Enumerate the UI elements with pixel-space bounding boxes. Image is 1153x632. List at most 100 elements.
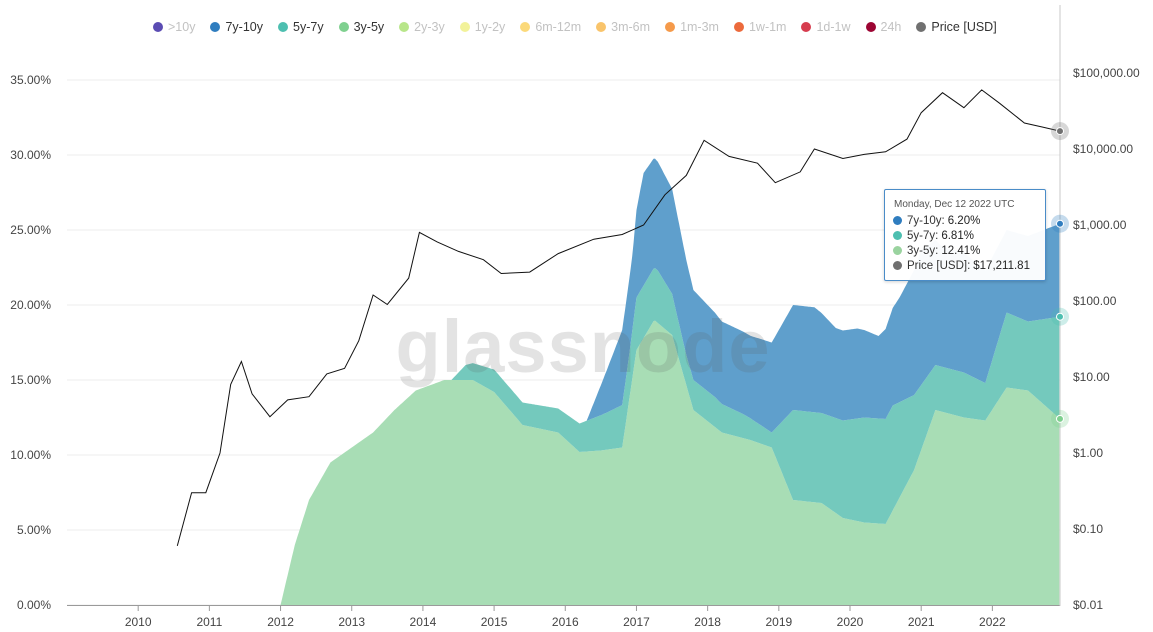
tooltip: Monday, Dec 12 2022 UTC 7y-10y: 6.20% 5y-7… xyxy=(884,189,1046,281)
y-right-tick-label: $0.10 xyxy=(1073,522,1103,536)
x-tick-label: 2012 xyxy=(267,615,294,629)
x-tick-label: 2013 xyxy=(338,615,365,629)
stacked-areas xyxy=(273,158,1060,605)
x-tick-label: 2022 xyxy=(979,615,1006,629)
legend: >10y 7y-10y 5y-7y 3y-5y 2y-3y 1y-2y 6m-12m 3m-6… xyxy=(153,17,1012,37)
legend-label: >10y xyxy=(168,20,196,34)
legend-item[interactable]: 1m-3m xyxy=(665,20,719,34)
tooltip-row: 5y-7y: 6.81% xyxy=(893,228,1045,243)
price-line xyxy=(176,89,1061,547)
y-left-tick-label: 30.00% xyxy=(10,148,51,162)
legend-label: 3m-6m xyxy=(611,20,651,34)
legend-item[interactable]: 1d-1w xyxy=(801,20,851,34)
legend-dot xyxy=(916,22,927,32)
tooltip-value: 12.41% xyxy=(941,244,981,257)
legend-dot xyxy=(278,22,288,32)
tooltip-label: Price [USD]: xyxy=(907,259,971,272)
tooltip-label: 7y-10y: xyxy=(907,214,945,227)
legend-label: 5y-7y xyxy=(293,20,324,34)
y-left-tick-label: 15.00% xyxy=(10,373,51,387)
legend-item[interactable]: 3m-6m xyxy=(596,20,650,34)
tooltip-row: 3y-5y: 12.41% xyxy=(893,243,1045,258)
legend-dot xyxy=(596,22,607,32)
y-right-tick-label: $10.00 xyxy=(1073,370,1110,384)
y-right-tick-label: $0.01 xyxy=(1073,598,1103,612)
legend-label: 1d-1w xyxy=(816,20,851,34)
tooltip-row: 7y-10y: 6.20% xyxy=(893,213,1045,228)
area-3y-5y xyxy=(273,320,1060,605)
tooltip-dot xyxy=(893,231,902,240)
y-left-tick-label: 25.00% xyxy=(10,223,51,237)
legend-label: 6m-12m xyxy=(535,20,582,34)
tooltip-date: Monday, Dec 12 2022 UTC xyxy=(894,199,1015,210)
tooltip-dot xyxy=(893,261,902,270)
legend-dot xyxy=(399,22,410,32)
legend-dot xyxy=(665,22,676,32)
y-left-tick-label: 35.00% xyxy=(10,73,51,87)
y-left-tick-label: 5.00% xyxy=(17,523,51,537)
y-right-tick-label: $100,000.00 xyxy=(1073,66,1140,80)
legend-dot xyxy=(520,22,531,32)
tooltip-value: 6.20% xyxy=(947,214,981,227)
legend-item[interactable]: 7y-10y xyxy=(210,20,263,34)
legend-label: 7y-10y xyxy=(225,20,263,34)
y-right-tick-label: $1,000.00 xyxy=(1073,218,1127,232)
tooltip-value: $17,211.81 xyxy=(973,259,1030,272)
legend-item[interactable]: 2y-3y xyxy=(399,20,445,34)
legend-label: 3y-5y xyxy=(353,20,385,34)
legend-label: 24h xyxy=(880,20,902,34)
x-tick-label: 2015 xyxy=(481,615,508,629)
axes: 0.00% 5.00% 10.00% 15.00% 20.00% 25.00% 30.00%… xyxy=(10,66,1140,629)
marker-price xyxy=(1056,127,1064,136)
legend-dot xyxy=(153,22,163,32)
x-tick-label: 2010 xyxy=(125,615,152,629)
x-tick-label: 2011 xyxy=(196,615,222,629)
x-tick-label: 2017 xyxy=(623,615,650,629)
x-tick-label: 2018 xyxy=(694,615,721,629)
legend-item[interactable]: 1y-2y xyxy=(459,20,506,34)
legend-dot xyxy=(210,22,221,32)
tooltip-label: 3y-5y: xyxy=(907,244,939,257)
x-tick-label: 2019 xyxy=(765,615,792,629)
legend-label: 2y-3y xyxy=(414,20,445,34)
watermark: glassnode xyxy=(396,305,771,388)
area-5y-7y xyxy=(273,268,1060,605)
marker-7y-10y xyxy=(1056,219,1064,228)
legend-dot xyxy=(338,22,349,32)
legend-label: 1w-1m xyxy=(748,20,787,34)
tooltip-dot xyxy=(893,216,902,225)
tooltip-value: 6.81% xyxy=(941,229,974,242)
x-tick-label: 2021 xyxy=(908,615,935,629)
y-right-tick-label: $1.00 xyxy=(1073,446,1103,460)
legend-dot xyxy=(865,22,876,32)
x-tick-label: 2014 xyxy=(410,615,437,629)
legend-label: 1y-2y xyxy=(474,20,506,34)
legend-item[interactable]: 24h xyxy=(865,20,902,34)
legend-item[interactable]: 6m-12m xyxy=(520,20,581,34)
y-left-tick-label: 10.00% xyxy=(10,448,51,462)
legend-item[interactable]: Price [USD] xyxy=(916,20,997,34)
legend-item[interactable]: >10y xyxy=(153,20,195,34)
area-7y-10y xyxy=(273,158,1060,605)
legend-item[interactable]: 1w-1m xyxy=(733,20,787,34)
y-left-tick-label: 20.00% xyxy=(10,298,51,312)
x-tick-label: 2020 xyxy=(837,615,864,629)
y-right-tick-label: $10,000.00 xyxy=(1073,142,1133,156)
legend-dot xyxy=(733,22,744,32)
legend-label: 1m-3m xyxy=(680,20,719,34)
y-right-tick-label: $100.00 xyxy=(1073,294,1117,308)
tooltip-row: Price [USD]: $17,211.81 xyxy=(893,258,1045,273)
legend-item[interactable]: 3y-5y xyxy=(338,20,385,34)
price-series-line xyxy=(176,89,1061,547)
marker-3y-5y xyxy=(1056,414,1064,423)
tooltip-label: 5y-7y: xyxy=(907,229,939,242)
legend-item[interactable]: 5y-7y xyxy=(278,20,324,34)
marker-5y-7y xyxy=(1056,312,1064,321)
legend-label: Price [USD] xyxy=(931,20,997,34)
x-tick-label: 2016 xyxy=(552,615,579,629)
legend-dot xyxy=(801,22,812,32)
y-left-tick-label: 0.00% xyxy=(17,598,51,612)
tooltip-dot xyxy=(893,246,902,255)
hover-markers xyxy=(1051,122,1069,428)
